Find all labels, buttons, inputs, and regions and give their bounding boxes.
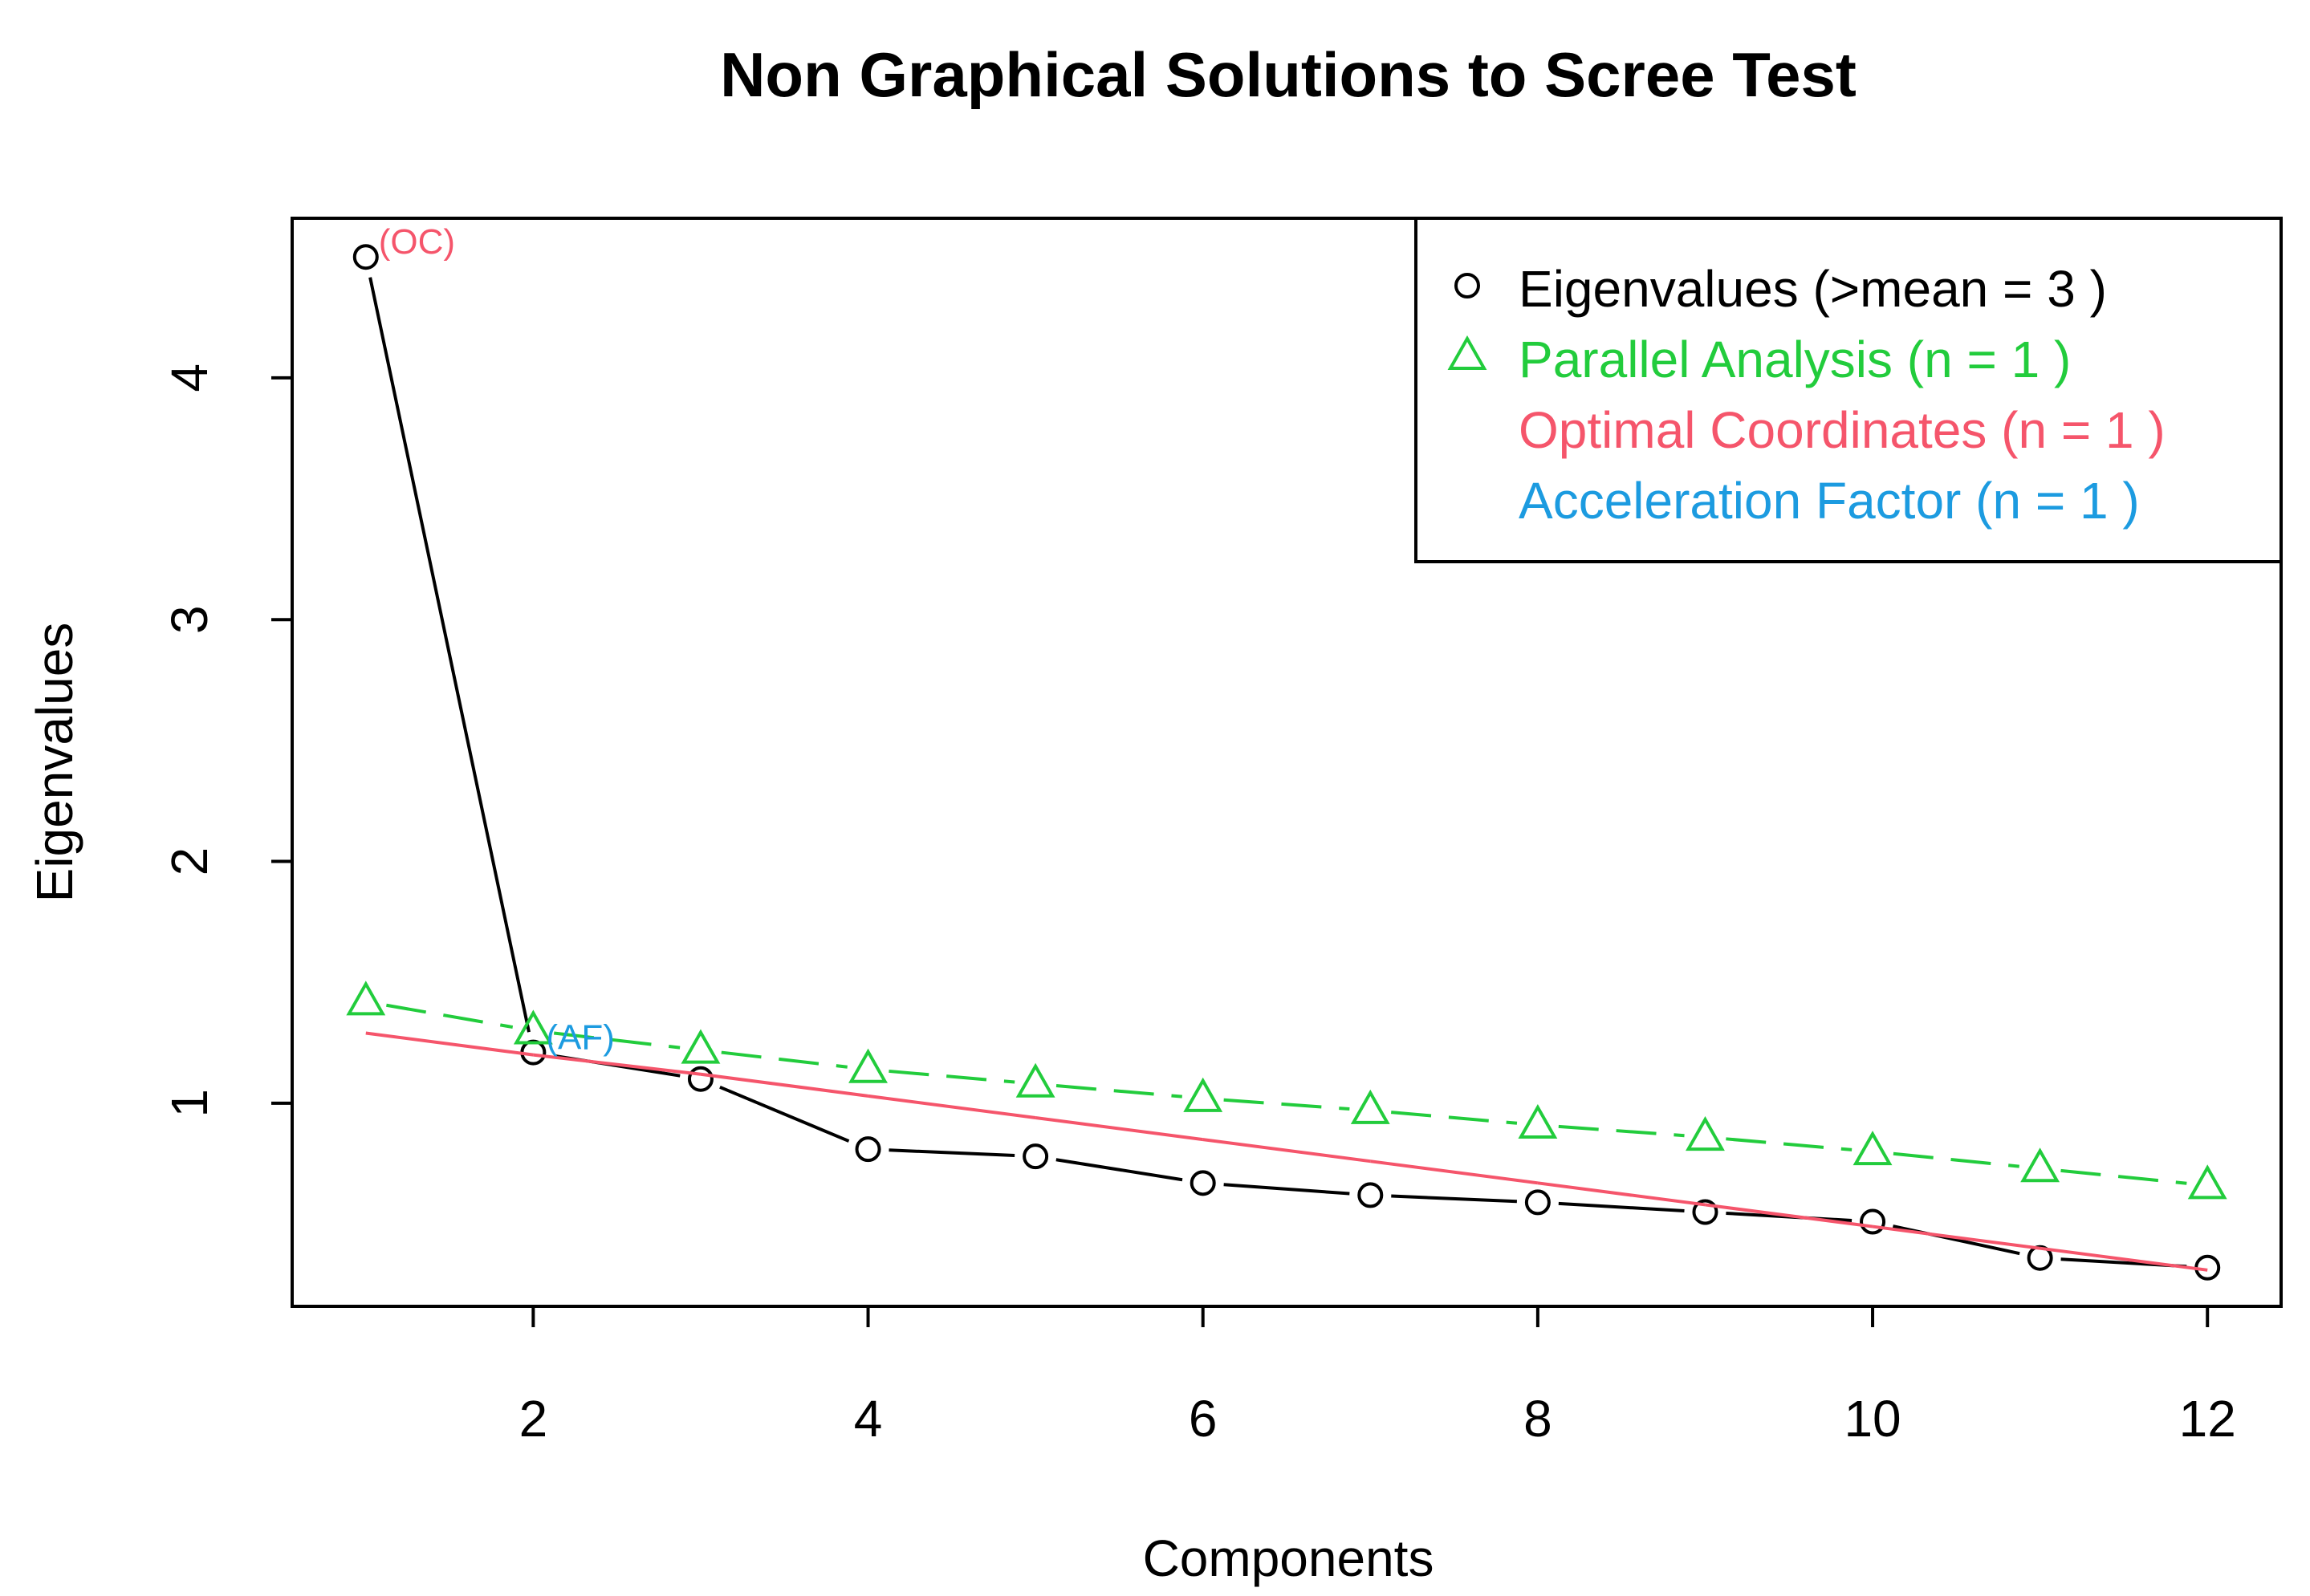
series-0-point [1023,1143,1049,1170]
series-1-line-segment [1055,1084,1182,1099]
series-0-point [1357,1182,1384,1208]
y-axis-label: Eigenvalues [26,623,83,903]
series-1-point [346,981,386,1016]
annotation-layer: (OC) (AF) [379,222,615,1057]
series-1-point [2187,1164,2227,1200]
series-2 [365,1031,2208,1272]
series-1-line-segment [2060,1168,2187,1185]
x-axis-label: Components [1143,1529,1434,1587]
series-1-point [1518,1103,1558,1139]
series-1-line-segment [1391,1111,1518,1125]
series-1-line-segment [1558,1124,1685,1138]
series-2-line-segment [1705,1203,1873,1228]
series-0-point [1190,1170,1216,1196]
legend-label: Optimal Coordinates (n = 1 ) [1519,401,2166,459]
series-2-line-segment [700,1072,868,1098]
chart-title: Non Graphical Solutions to Scree Test [720,39,1857,110]
series-1-point [681,1029,721,1064]
x-tick-label: 6 [1189,1390,1218,1448]
series-1-point [1852,1131,1893,1166]
legend-label: Acceleration Factor (n = 1 ) [1519,472,2140,530]
series-1-line-segment [721,1050,848,1069]
series-1-point [2020,1147,2060,1183]
series-1-point [1183,1077,1223,1112]
series-1-line-segment [553,1031,681,1050]
legend-marker [1454,273,1480,298]
annotation-label: (AF) [546,1018,615,1058]
x-tick-label: 8 [1523,1390,1552,1448]
series-2-line-segment [1872,1224,2040,1250]
series-0-line-segment [1391,1194,1517,1204]
series-0-line-segment [368,277,531,1033]
y-axis: 1 2 3 4 [161,363,294,1118]
series-2-line-segment [1537,1181,1706,1207]
series-0-line-segment [1558,1201,1685,1212]
series-0-point [352,244,379,270]
x-tick-label: 2 [519,1390,548,1448]
series-0-line-segment [1055,1158,1183,1182]
series-0-line-segment [1223,1183,1350,1196]
legend: Eigenvalues (>mean = 3 ) Parallel Analysi… [1414,217,2283,563]
series-2-line-segment [365,1031,534,1057]
series-1-line-segment [1893,1151,2019,1168]
series-1-line-segment [1726,1137,1852,1151]
series-layer [346,244,2227,1281]
series-1-line-segment [1223,1098,1350,1111]
series-0-line-segment [719,1085,850,1143]
series-1 [346,981,2227,1200]
annotation-label: (OC) [379,222,455,262]
y-tick-label: 2 [161,847,218,876]
y-tick-label: 3 [161,605,218,634]
series-0-point [687,1066,714,1092]
legend-label: Parallel Analysis (n = 1 ) [1519,331,2071,388]
series-1-point [1015,1062,1055,1098]
legend-label: Eigenvalues (>mean = 3 ) [1519,260,2107,318]
series-2-line-segment [1035,1115,1203,1142]
series-1-line-segment [386,1003,514,1029]
legend-marker [1447,335,1487,370]
series-0-point [1524,1189,1551,1216]
y-tick-label: 1 [161,1089,218,1118]
series-2-line-segment [1202,1138,1371,1163]
series-1-point [1350,1089,1390,1124]
series-2-line-segment [868,1094,1036,1119]
series-2-line-segment [1370,1159,1539,1185]
series-2-line-segment [2040,1246,2208,1272]
series-0-point [1860,1208,1886,1235]
series-1-point [513,1009,553,1045]
series-0-line-segment [889,1148,1015,1158]
legend-box [1414,217,2283,563]
x-tick-label: 12 [2179,1390,2236,1448]
series-1-point [848,1048,888,1083]
series-1-point [1686,1116,1725,1151]
x-axis: 2 4 6 8 10 12 [519,1305,2236,1448]
y-tick-label: 4 [161,363,218,392]
x-tick-label: 10 [1844,1390,1901,1448]
x-tick-label: 4 [854,1390,883,1448]
series-1-line-segment [889,1069,1015,1084]
series-0-point [1692,1199,1718,1225]
series-0-point [855,1136,881,1163]
series-2-line-segment [533,1053,702,1076]
